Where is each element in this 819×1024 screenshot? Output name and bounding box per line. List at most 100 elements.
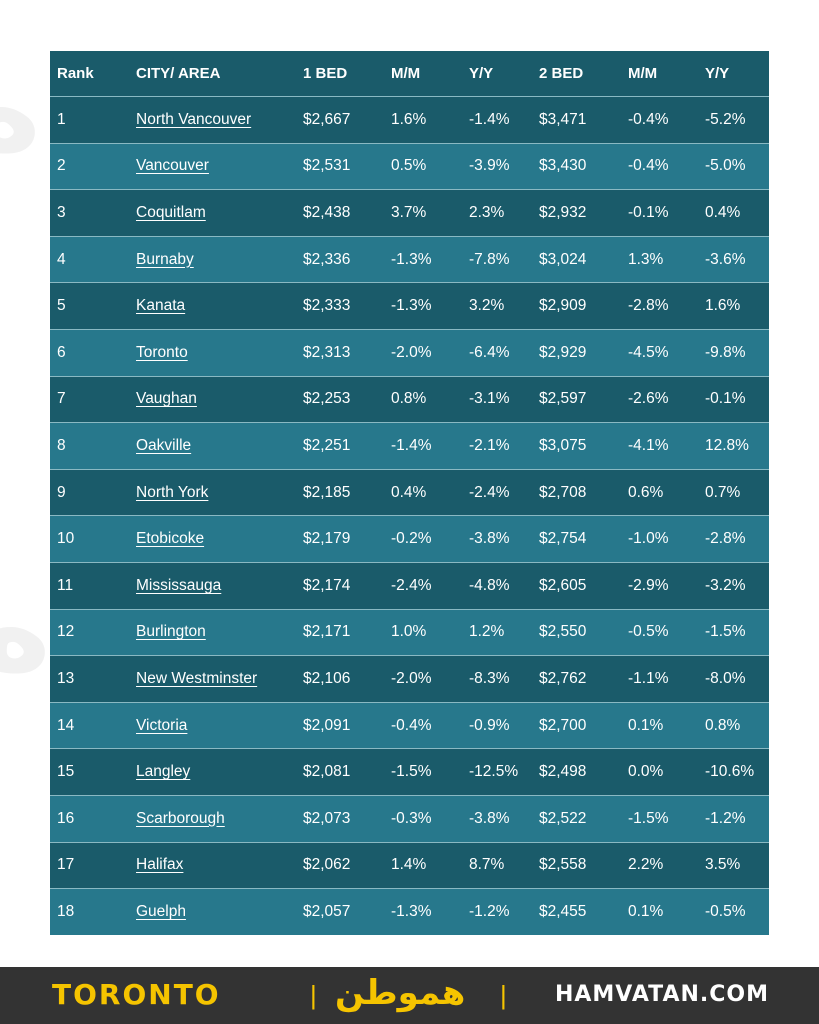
- cell-city: Scarborough: [129, 795, 296, 842]
- rent-table: Rank CITY/ AREA 1 BED M/M Y/Y 2 BED M/M …: [50, 51, 769, 935]
- watermark-logo: ه: [0, 40, 41, 179]
- cell-2bed-yy: -1.5%: [698, 609, 769, 656]
- cell-2bed: $2,909: [532, 282, 621, 330]
- cell-1bed-yy: -12.5%: [462, 748, 532, 796]
- cell-1bed: $2,171: [296, 609, 384, 656]
- cell-2bed-mm: -1.0%: [621, 515, 698, 563]
- cell-2bed: $2,932: [532, 189, 621, 237]
- cell-1bed-yy: 1.2%: [462, 609, 532, 656]
- cell-city: Halifax: [129, 842, 296, 889]
- cell-1bed-mm: 1.4%: [384, 842, 462, 889]
- cell-1bed: $2,057: [296, 888, 384, 935]
- city-link[interactable]: Mississauga: [136, 576, 222, 594]
- cell-2bed-mm: -4.1%: [621, 422, 698, 470]
- cell-1bed: $2,438: [296, 189, 384, 237]
- table-row: 13 New Westminster $2,106 -2.0% -8.3% $2,762-…: [50, 655, 769, 703]
- city-link[interactable]: North Vancouver: [136, 110, 252, 128]
- rent-table-container: Rank CITY/ AREA 1 BED M/M Y/Y 2 BED M/M …: [50, 51, 769, 935]
- cell-2bed-mm: -0.5%: [621, 609, 698, 656]
- header-1bed-mm: M/M: [384, 51, 462, 97]
- cell-1bed-mm: -2.0%: [384, 329, 462, 377]
- cell-2bed: $2,605: [532, 562, 621, 610]
- cell-1bed-mm: -1.4%: [384, 422, 462, 470]
- cell-city: Langley: [129, 748, 296, 796]
- city-link[interactable]: Vancouver: [136, 157, 209, 175]
- city-link[interactable]: Scarborough: [136, 809, 225, 827]
- table-row: 12 Burlington $2,171 1.0% 1.2% $2,550 -0.5% -1.…: [50, 609, 769, 656]
- cell-2bed-yy: -3.2%: [698, 562, 769, 610]
- cell-1bed-yy: -2.1%: [462, 422, 532, 470]
- cell-1bed: $2,106: [296, 655, 384, 703]
- cell-1bed: $2,174: [296, 562, 384, 610]
- header-2bed-yy: Y/Y: [698, 51, 769, 97]
- city-link[interactable]: North York: [136, 483, 209, 501]
- cell-1bed-mm: 1.0%: [384, 609, 462, 656]
- city-link[interactable]: Guelph: [136, 902, 186, 920]
- footer-site-link[interactable]: HAMVATAN.COM: [554, 982, 769, 1007]
- cell-1bed-yy: -1.4%: [462, 96, 532, 144]
- cell-city: New Westminster: [129, 655, 296, 703]
- cell-2bed-yy: 0.7%: [698, 469, 769, 516]
- header-rank: Rank: [50, 51, 129, 97]
- city-link[interactable]: New Westminster: [136, 669, 258, 687]
- cell-rank: 10: [50, 515, 129, 563]
- table-row: 5 Kanata $2,333 -1.3% 3.2% $2,909 -2.8% 1.6%: [50, 282, 769, 330]
- table-row: 7 Vaughan $2,253 0.8% -3.1% $2,597 -2.6% -0.1%: [50, 376, 769, 423]
- cell-1bed: $2,336: [296, 236, 384, 283]
- cell-2bed: $2,558: [532, 842, 621, 889]
- city-link[interactable]: Langley: [136, 763, 191, 781]
- city-link[interactable]: Toronto: [136, 343, 188, 361]
- city-link[interactable]: Coquitlam: [136, 203, 206, 221]
- table-row: 15 Langley $2,081 -1.5% -12.5% $2,498 0.0% -10.…: [50, 748, 769, 796]
- cell-1bed: $2,091: [296, 702, 384, 749]
- city-link[interactable]: Vaughan: [136, 390, 197, 408]
- cell-2bed-mm: -1.5%: [621, 795, 698, 842]
- city-link[interactable]: Burnaby: [136, 250, 194, 268]
- cell-1bed-yy: -7.8%: [462, 236, 532, 283]
- cell-2bed: $2,708: [532, 469, 621, 516]
- cell-rank: 8: [50, 422, 129, 470]
- city-link[interactable]: Etobicoke: [136, 530, 205, 548]
- cell-2bed: $2,522: [532, 795, 621, 842]
- cell-2bed-yy: -10.6%: [698, 748, 769, 796]
- cell-1bed-yy: -3.1%: [462, 376, 532, 423]
- cell-2bed: $2,754: [532, 515, 621, 563]
- city-link[interactable]: Kanata: [136, 297, 186, 315]
- cell-city: Etobicoke: [129, 515, 296, 563]
- cell-2bed-mm: 0.1%: [621, 888, 698, 935]
- cell-1bed-mm: 0.5%: [384, 143, 462, 190]
- table-row: 1 North Vancouver $2,667 1.6% -1.4% $3,471 -0.…: [50, 96, 769, 144]
- cell-2bed-yy: -2.8%: [698, 515, 769, 563]
- city-link[interactable]: Victoria: [136, 716, 188, 734]
- cell-1bed-yy: -0.9%: [462, 702, 532, 749]
- city-link[interactable]: Halifax: [136, 856, 184, 874]
- city-link[interactable]: Oakville: [136, 436, 192, 454]
- cell-2bed-yy: -1.2%: [698, 795, 769, 842]
- city-link[interactable]: Burlington: [136, 623, 206, 641]
- cell-1bed: $2,667: [296, 96, 384, 144]
- cell-2bed: $3,471: [532, 96, 621, 144]
- cell-rank: 11: [50, 562, 129, 610]
- cell-2bed-mm: -0.4%: [621, 143, 698, 190]
- header-1bed: 1 BED: [296, 51, 384, 97]
- cell-1bed-mm: 0.4%: [384, 469, 462, 516]
- cell-city: Guelph: [129, 888, 296, 935]
- cell-1bed-mm: 1.6%: [384, 96, 462, 144]
- cell-2bed-mm: 0.1%: [621, 702, 698, 749]
- cell-1bed: $2,313: [296, 329, 384, 377]
- cell-rank: 2: [50, 143, 129, 190]
- cell-1bed-mm: -2.0%: [384, 655, 462, 703]
- header-2bed: 2 BED: [532, 51, 621, 97]
- cell-1bed-yy: 8.7%: [462, 842, 532, 889]
- cell-1bed-yy: 2.3%: [462, 189, 532, 237]
- cell-2bed: $2,929: [532, 329, 621, 377]
- cell-2bed-yy: -5.0%: [698, 143, 769, 190]
- cell-city: Victoria: [129, 702, 296, 749]
- cell-1bed-mm: -1.3%: [384, 888, 462, 935]
- header-city: CITY/ AREA: [129, 51, 296, 97]
- cell-1bed-mm: -1.3%: [384, 282, 462, 330]
- cell-2bed-mm: 1.3%: [621, 236, 698, 283]
- footer-city: TORONTO: [52, 978, 221, 1011]
- table-row: 9 North York $2,185 0.4% -2.4% $2,708 0.6% 0.7%: [50, 469, 769, 516]
- cell-rank: 17: [50, 842, 129, 889]
